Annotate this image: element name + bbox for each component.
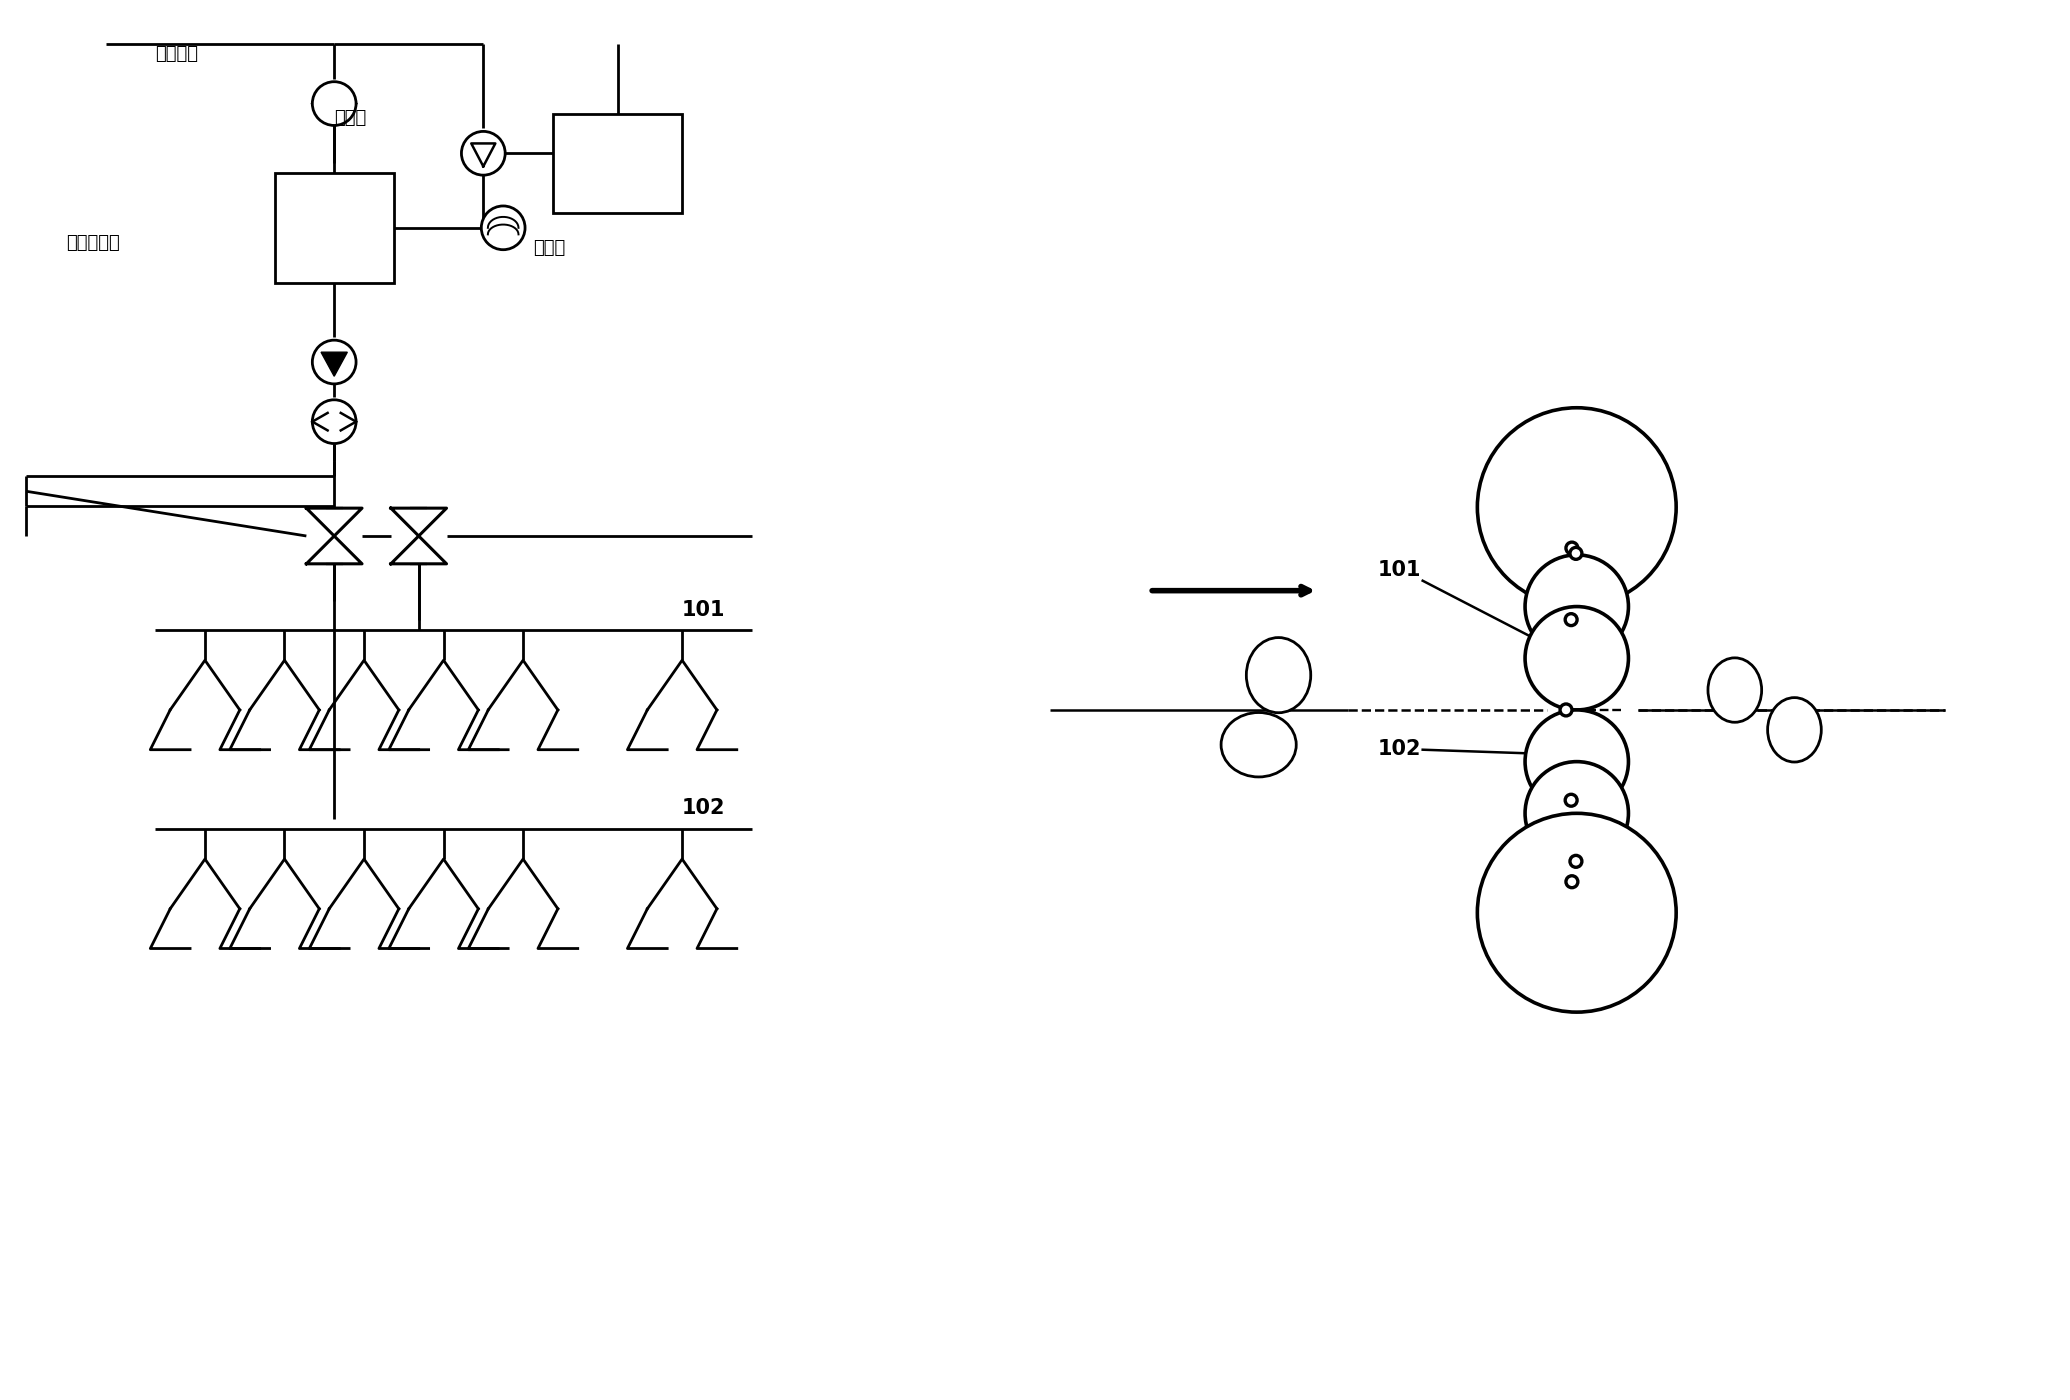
Circle shape (1565, 613, 1577, 626)
Circle shape (1565, 542, 1577, 554)
Circle shape (1565, 794, 1577, 806)
Bar (553, 113, 683, 213)
Circle shape (1565, 876, 1577, 888)
Text: 供水装置: 供水装置 (155, 45, 199, 63)
Bar (275, 174, 393, 283)
Ellipse shape (1246, 637, 1310, 713)
Polygon shape (321, 353, 348, 377)
Text: 流量计: 流量计 (532, 238, 565, 256)
Circle shape (313, 81, 356, 126)
Text: 计量泵: 计量泵 (333, 109, 366, 127)
Ellipse shape (1708, 658, 1762, 722)
Text: 101: 101 (683, 599, 727, 620)
Circle shape (1478, 813, 1677, 1012)
Circle shape (1526, 606, 1629, 710)
Circle shape (1569, 547, 1581, 560)
Circle shape (1526, 762, 1629, 865)
Circle shape (313, 400, 356, 444)
Circle shape (1526, 710, 1629, 813)
Circle shape (313, 340, 356, 384)
Circle shape (1478, 407, 1677, 606)
Text: 102: 102 (1379, 739, 1422, 759)
Circle shape (482, 206, 526, 249)
Text: 油水混和箱: 油水混和箱 (66, 234, 120, 252)
Ellipse shape (1768, 697, 1822, 762)
Ellipse shape (1221, 713, 1296, 777)
Text: 101: 101 (1379, 560, 1422, 580)
Text: 102: 102 (683, 798, 727, 819)
Circle shape (1561, 704, 1571, 715)
Circle shape (462, 132, 505, 175)
Circle shape (1526, 554, 1629, 658)
Circle shape (1569, 855, 1581, 867)
